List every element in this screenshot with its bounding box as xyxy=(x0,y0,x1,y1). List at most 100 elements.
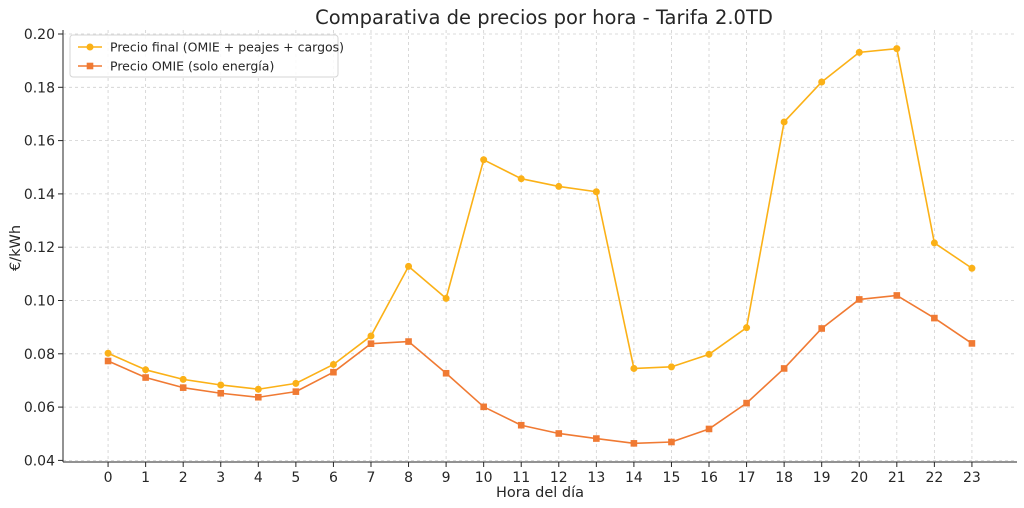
data-point-square xyxy=(179,384,187,391)
data-point-circle xyxy=(179,375,187,383)
data-point-circle xyxy=(855,48,863,56)
data-point-circle xyxy=(480,156,488,164)
y-tick-label: 0.06 xyxy=(24,400,55,416)
axes xyxy=(58,30,1017,467)
x-tick-label: 3 xyxy=(216,470,225,486)
series-2 xyxy=(104,292,976,447)
data-point-square xyxy=(480,403,487,411)
data-point-square xyxy=(743,399,750,407)
data-point-square xyxy=(142,374,149,381)
data-point-square xyxy=(555,430,563,437)
data-point-circle xyxy=(367,332,375,340)
x-tick-label: 13 xyxy=(587,470,605,486)
y-tick-label: 0.16 xyxy=(24,134,55,150)
x-tick-label: 11 xyxy=(512,470,530,486)
x-tick-label: 4 xyxy=(254,470,263,486)
legend-item: Precio final (OMIE + peajes + cargos) xyxy=(78,40,344,55)
data-point-square xyxy=(893,292,901,299)
data-point-square xyxy=(668,438,675,446)
x-tick-label: 15 xyxy=(663,470,681,486)
data-point-circle xyxy=(329,360,337,368)
tick-labels: 0 1 2 3 4 5 6 7 8 9 10 11 12 13 14 15 16 17 18 19 20 21 22 230.… xyxy=(24,27,981,486)
x-tick-label: 10 xyxy=(475,470,493,486)
y-tick-label: 0.10 xyxy=(24,293,55,309)
x-tick-label: 7 xyxy=(367,470,376,486)
x-tick-label: 17 xyxy=(738,470,756,486)
data-point-square xyxy=(931,314,938,322)
x-tick-label: 23 xyxy=(963,470,981,486)
series-line xyxy=(107,47,973,391)
legend: Precio final (OMIE + peajes + cargos) Pre… xyxy=(69,34,344,78)
data-point-circle xyxy=(142,366,150,374)
data-point-square xyxy=(780,365,788,372)
legend-label: Precio final (OMIE + peajes + cargos) xyxy=(110,40,344,55)
data-point-circle xyxy=(893,45,901,53)
data-point-square xyxy=(517,421,525,429)
x-tick-label: 12 xyxy=(550,470,568,486)
data-point-circle xyxy=(743,324,751,332)
x-tick-label: 14 xyxy=(625,470,643,486)
y-tick-label: 0.14 xyxy=(24,187,55,203)
legend-item: Precio OMIE (solo energía) xyxy=(78,59,274,74)
series-line xyxy=(107,294,973,445)
x-tick-label: 19 xyxy=(813,470,831,486)
x-tick-label: 16 xyxy=(700,470,718,486)
legend-marker-square xyxy=(86,62,94,70)
data-point-square xyxy=(630,440,638,447)
y-tick-label: 0.04 xyxy=(24,453,55,469)
data-point-circle xyxy=(968,264,976,272)
data-point-square xyxy=(255,393,262,401)
data-point-circle xyxy=(818,78,826,86)
data-point-circle xyxy=(517,175,525,183)
x-tick-label: 5 xyxy=(291,470,300,486)
chart-title: Comparativa de precios por hora - Tarifa… xyxy=(315,6,773,29)
y-axis-label: €/kWh xyxy=(8,225,24,271)
x-tick-label: 22 xyxy=(925,470,943,486)
x-tick-label: 8 xyxy=(404,470,413,486)
y-tick-label: 0.18 xyxy=(24,80,55,96)
x-tick-label: 0 xyxy=(104,470,113,486)
data-point-circle xyxy=(555,182,563,190)
data-point-square xyxy=(593,435,600,442)
data-point-circle xyxy=(667,363,675,371)
legend-label: Precio OMIE (solo energía) xyxy=(110,59,274,74)
legend-marker-circle xyxy=(86,43,94,51)
x-tick-label: 6 xyxy=(329,470,338,486)
data-point-square xyxy=(818,325,825,332)
data-point-square xyxy=(705,425,713,433)
data-point-circle xyxy=(254,385,262,393)
data-point-circle xyxy=(630,364,638,372)
data-point-circle xyxy=(217,381,225,389)
legend-box xyxy=(69,34,339,78)
data-point-square xyxy=(292,388,300,395)
data-point-square xyxy=(330,368,337,376)
x-tick-label: 1 xyxy=(141,470,150,486)
data-series xyxy=(104,45,976,447)
series-1 xyxy=(104,45,976,393)
data-point-circle xyxy=(405,262,413,270)
data-point-circle xyxy=(780,118,788,126)
data-point-square xyxy=(217,389,225,397)
data-point-square xyxy=(367,340,375,347)
data-point-square xyxy=(405,338,412,345)
data-point-circle xyxy=(592,188,600,196)
y-tick-label: 0.12 xyxy=(24,240,55,256)
data-point-square xyxy=(968,340,976,347)
x-tick-label: 2 xyxy=(179,470,188,486)
data-point-square xyxy=(104,357,112,365)
data-point-square xyxy=(442,369,450,377)
y-tick-label: 0.20 xyxy=(24,27,55,43)
data-point-circle xyxy=(292,379,300,387)
data-point-circle xyxy=(442,294,450,302)
data-point-circle xyxy=(705,350,713,358)
x-tick-label: 21 xyxy=(888,470,906,486)
y-tick-label: 0.08 xyxy=(24,347,55,363)
x-tick-label: 18 xyxy=(775,470,793,486)
grid-lines xyxy=(63,30,1017,462)
x-axis-label: Hora del día xyxy=(496,485,584,501)
data-point-circle xyxy=(104,349,112,357)
x-tick-label: 20 xyxy=(850,470,868,486)
data-point-square xyxy=(855,296,863,303)
